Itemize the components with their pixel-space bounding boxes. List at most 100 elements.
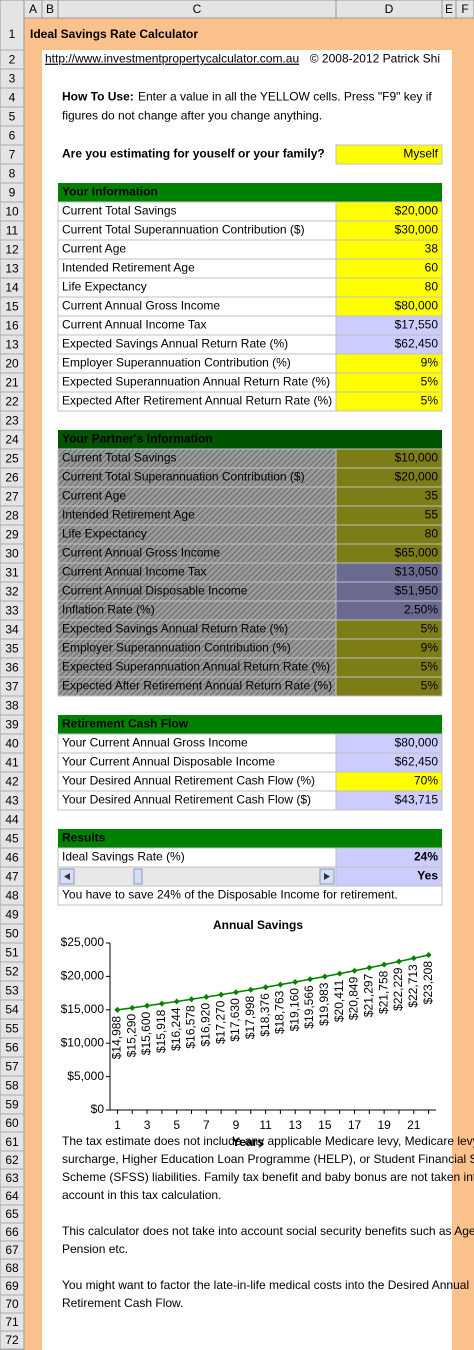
row-header: 10 bbox=[5, 205, 19, 219]
row-header: 43 bbox=[5, 794, 19, 808]
row-value: 80 bbox=[425, 527, 439, 541]
row-header: 3 bbox=[9, 72, 16, 86]
row-header: 6 bbox=[9, 129, 16, 143]
row-label: Employer Superannuation Contribution (%) bbox=[62, 641, 291, 655]
row-label: Life Expectancy bbox=[62, 527, 147, 541]
row-header: 47 bbox=[5, 870, 19, 884]
x-tick-label: 1 bbox=[114, 1118, 121, 1132]
data-label: $16,244 bbox=[169, 1007, 183, 1051]
row-header: 4 bbox=[9, 91, 16, 105]
section-title: Your Information bbox=[62, 185, 158, 199]
row-header: 72 bbox=[5, 1333, 19, 1347]
data-point bbox=[129, 1004, 136, 1011]
row-label: Current Age bbox=[62, 489, 126, 503]
row-header: 14 bbox=[5, 281, 19, 295]
row-value: $80,000 bbox=[395, 299, 439, 313]
input-cell[interactable] bbox=[335, 391, 443, 412]
data-point bbox=[218, 991, 225, 998]
row-label: Ideal Savings Rate (%) bbox=[62, 850, 185, 864]
data-point bbox=[277, 981, 284, 988]
data-point bbox=[262, 984, 269, 991]
x-axis-title: Years bbox=[232, 1135, 264, 1149]
row-value: $62,450 bbox=[395, 755, 439, 769]
data-point bbox=[321, 973, 328, 980]
row-header: 42 bbox=[5, 775, 19, 789]
data-point bbox=[292, 979, 299, 986]
row-header: 35 bbox=[5, 642, 19, 656]
row-header: 51 bbox=[5, 946, 19, 960]
data-point bbox=[381, 961, 388, 968]
row-value: $80,000 bbox=[395, 736, 439, 750]
data-label: $15,918 bbox=[154, 1009, 168, 1053]
how-to-text: figures do not change after you change a… bbox=[62, 109, 322, 123]
row-header: 66 bbox=[5, 1225, 19, 1239]
row-header: 59 bbox=[5, 1098, 19, 1112]
row-value: 55 bbox=[425, 508, 439, 522]
row-header: 62 bbox=[5, 1153, 19, 1167]
data-point bbox=[366, 964, 373, 971]
row-header: 1 bbox=[9, 27, 16, 41]
row-header: 20 bbox=[5, 357, 19, 371]
data-point bbox=[307, 976, 314, 983]
data-label: $20,849 bbox=[347, 976, 361, 1020]
scrollbar[interactable] bbox=[57, 866, 337, 887]
data-label: $18,763 bbox=[273, 990, 287, 1034]
row-value: $20,000 bbox=[395, 204, 439, 218]
savings-line bbox=[117, 954, 429, 1011]
row-header: 53 bbox=[5, 984, 19, 998]
section-title: Your Partner's Information bbox=[62, 432, 213, 446]
input-cell[interactable] bbox=[335, 144, 443, 165]
row-label: Inflation Rate (%) bbox=[62, 603, 155, 617]
column-header: C bbox=[193, 2, 202, 16]
column-header: B bbox=[46, 2, 54, 16]
row-value: 5% bbox=[421, 622, 439, 636]
row-header: 29 bbox=[5, 528, 19, 542]
copyright: © 2008-2012 Patrick Shi bbox=[310, 52, 440, 66]
data-label: $22,713 bbox=[406, 964, 420, 1008]
row-header: 44 bbox=[5, 813, 19, 827]
x-tick-label: 17 bbox=[348, 1118, 362, 1132]
row-header: 15 bbox=[5, 300, 19, 314]
note-text: surcharge, Higher Education Loan Program… bbox=[62, 1152, 474, 1166]
row-header: 55 bbox=[5, 1022, 19, 1036]
data-point bbox=[232, 989, 239, 996]
row-header: 22 bbox=[5, 395, 19, 409]
message-cell bbox=[57, 885, 443, 906]
scroll-thumb[interactable] bbox=[133, 868, 143, 885]
row-label: Intended Retirement Age bbox=[62, 261, 195, 275]
column-header-bar bbox=[0, 0, 474, 19]
row-value: 80 bbox=[425, 280, 439, 294]
row-header: 69 bbox=[5, 1279, 19, 1293]
row-label: Current Age bbox=[62, 242, 126, 256]
data-label: $22,229 bbox=[391, 967, 405, 1011]
chart-title: Annual Savings bbox=[213, 918, 303, 932]
row-header: 13 bbox=[5, 262, 19, 276]
section-title: Results bbox=[62, 831, 106, 845]
row-label: Current Total Superannuation Contributio… bbox=[62, 470, 305, 484]
note-text: The tax estimate does not include any ap… bbox=[62, 1134, 474, 1148]
scroll-right-arrow bbox=[324, 873, 330, 880]
row-header: 11 bbox=[6, 224, 19, 238]
row-header: 7 bbox=[9, 148, 16, 162]
column-header: D bbox=[385, 2, 394, 16]
data-label: $17,630 bbox=[228, 998, 242, 1042]
y-tick-label: $25,000 bbox=[61, 935, 105, 949]
note-text: account in this tax calculation. bbox=[62, 1188, 221, 1202]
row-label: Expected Savings Annual Return Rate (%) bbox=[62, 337, 288, 351]
website-link[interactable]: http://www.investmentpropertycalculator.… bbox=[45, 52, 299, 66]
x-tick-label: 3 bbox=[144, 1118, 151, 1132]
row-label: Life Expectancy bbox=[62, 280, 147, 294]
y-tick-label: $20,000 bbox=[61, 969, 105, 983]
computed-cell bbox=[335, 790, 443, 811]
row-label: Your Desired Annual Retirement Cash Flow… bbox=[62, 793, 311, 807]
row-header: 52 bbox=[5, 965, 19, 979]
x-tick-label: 11 bbox=[259, 1118, 272, 1132]
y-tick-label: $5,000 bbox=[67, 1069, 104, 1083]
data-label: $16,920 bbox=[198, 1003, 212, 1047]
row-header: 48 bbox=[5, 889, 19, 903]
data-label: $19,983 bbox=[317, 982, 331, 1026]
answer: Yes bbox=[417, 869, 438, 883]
row-header: 38 bbox=[5, 699, 19, 713]
